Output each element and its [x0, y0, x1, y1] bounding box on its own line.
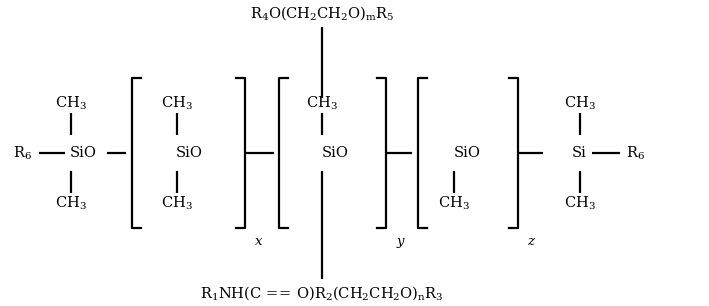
- Text: Si: Si: [572, 146, 587, 160]
- Text: y: y: [396, 235, 403, 248]
- Text: $\mathdefault{R_4O(CH_2CH_2O)_mR_5}$: $\mathdefault{R_4O(CH_2CH_2O)_mR_5}$: [250, 4, 394, 22]
- Text: $\mathdefault{CH_3}$: $\mathdefault{CH_3}$: [564, 94, 596, 111]
- Text: $\mathdefault{R_6}$: $\mathdefault{R_6}$: [626, 144, 645, 162]
- Text: x: x: [255, 235, 263, 248]
- Text: $\mathdefault{R_1NH(C{\,=\!\!=\,}O)R_2(CH_2CH_2O)_nR_3}$: $\mathdefault{R_1NH(C{\,=\!\!=\,}O)R_2(C…: [201, 284, 444, 302]
- Text: $\mathdefault{CH_3}$: $\mathdefault{CH_3}$: [438, 195, 470, 212]
- Text: SiO: SiO: [454, 146, 481, 160]
- Text: $\mathdefault{CH_3}$: $\mathdefault{CH_3}$: [564, 195, 596, 212]
- Text: z: z: [527, 235, 535, 248]
- Text: SiO: SiO: [321, 146, 348, 160]
- Text: $\mathdefault{R_6}$: $\mathdefault{R_6}$: [13, 144, 32, 162]
- Text: $\mathdefault{CH_3}$: $\mathdefault{CH_3}$: [161, 195, 192, 212]
- Text: $\mathdefault{CH_3}$: $\mathdefault{CH_3}$: [306, 94, 338, 111]
- Text: $\mathdefault{CH_3}$: $\mathdefault{CH_3}$: [55, 195, 87, 212]
- Text: $\mathdefault{CH_3}$: $\mathdefault{CH_3}$: [161, 94, 192, 111]
- Text: SiO: SiO: [70, 146, 97, 160]
- Text: $\mathdefault{CH_3}$: $\mathdefault{CH_3}$: [55, 94, 87, 111]
- Text: SiO: SiO: [176, 146, 203, 160]
